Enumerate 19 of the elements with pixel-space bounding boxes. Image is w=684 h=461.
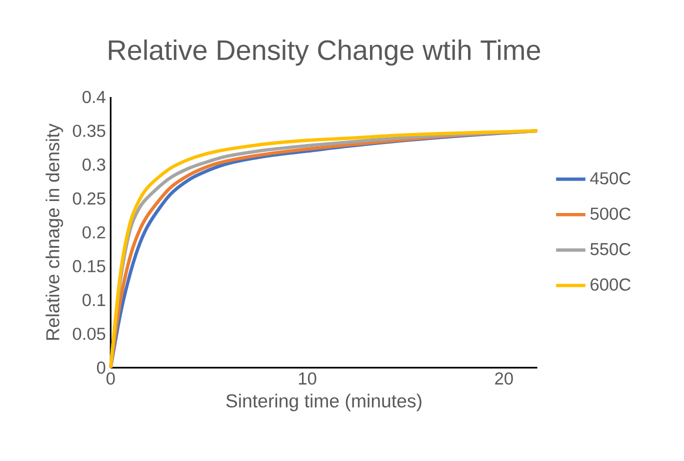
y-tick-label: 0.35 (72, 124, 106, 137)
y-axis-title: Relative chnage in density (46, 123, 64, 340)
legend-label: 550C (590, 243, 631, 256)
x-tick-label: 0 (106, 372, 115, 385)
y-tick-label: 0.3 (82, 158, 106, 171)
x-axis-title: Sintering time (minutes) (226, 394, 422, 412)
y-tick-label: 0.1 (82, 294, 106, 306)
x-tick-label: 20 (495, 372, 513, 385)
legend-label: 600C (590, 278, 631, 291)
y-tick-label: 0.2 (82, 226, 106, 238)
x-tick-label: 10 (298, 372, 316, 385)
y-tick-label: 0.05 (72, 328, 106, 340)
chart-title: Relative Density Change wtih Time (108, 40, 540, 66)
y-tick-label: 0.25 (72, 192, 106, 205)
legend-label: 500C (590, 208, 631, 220)
y-tick-label: 0 (96, 362, 106, 374)
y-tick-label: 0.15 (72, 260, 106, 272)
y-tick-label: 0.4 (82, 90, 106, 104)
legend-label: 450C (590, 172, 631, 184)
